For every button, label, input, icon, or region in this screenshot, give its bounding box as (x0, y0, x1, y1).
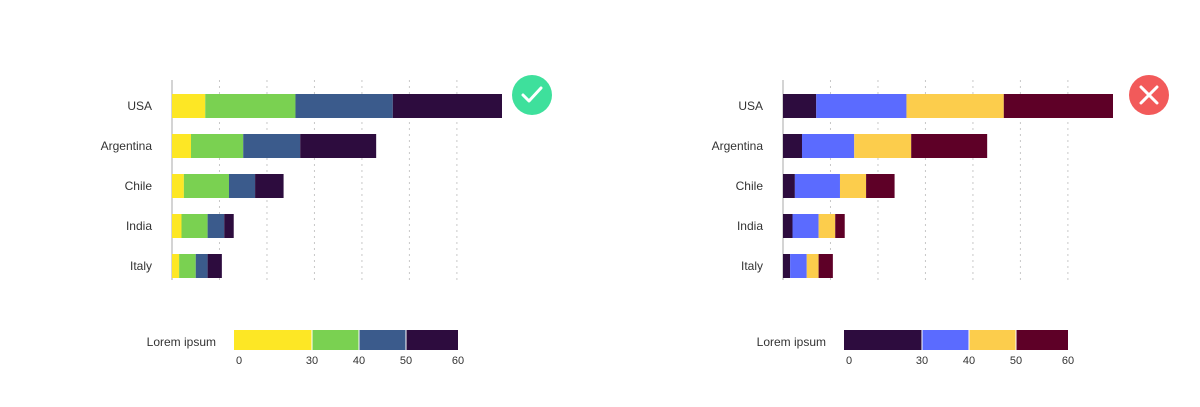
chart-panel-correct: USA Argentina Chile India Italy Lorem ipsum 0 3… (101, 75, 552, 367)
bar-segment (183, 174, 229, 198)
bar-segment (172, 214, 182, 238)
bar-segment (790, 254, 807, 278)
bar-segment (179, 254, 196, 278)
bar-segment (816, 94, 907, 118)
bar-segment (228, 174, 256, 198)
cross-icon (1129, 75, 1169, 115)
check-icon (512, 75, 552, 115)
legend-tick-label: 50 (400, 355, 412, 367)
legend-swatch (359, 330, 406, 350)
bar-segment (181, 214, 208, 238)
bar-segment (792, 214, 819, 238)
bar-segment (224, 214, 234, 238)
bar-segment (172, 94, 206, 118)
legend-tick-label: 60 (452, 355, 464, 367)
legend-tick-label: 0 (846, 355, 852, 367)
category-label: Argentina (712, 139, 764, 153)
bar-segment (818, 254, 833, 278)
bar-segment (1003, 94, 1113, 118)
legend-swatch (312, 330, 359, 350)
bar-segment (794, 174, 840, 198)
bar-segment (783, 134, 802, 158)
legend-tick-label: 40 (353, 355, 365, 367)
legend-title: Lorem ipsum (147, 335, 216, 349)
bar-segment (195, 254, 208, 278)
category-label: India (737, 219, 763, 233)
category-label: Argentina (101, 139, 153, 153)
bar-segment (911, 134, 988, 158)
bar-segment (255, 174, 284, 198)
category-label: USA (127, 99, 152, 113)
legend-title: Lorem ipsum (757, 335, 826, 349)
category-label: Chile (736, 179, 764, 193)
bar-segment (243, 134, 301, 158)
status-badge (512, 75, 552, 115)
category-label: Chile (125, 179, 153, 193)
bar-segment (854, 134, 912, 158)
bar-segment (205, 94, 296, 118)
bar-segment (783, 254, 791, 278)
bar-segment (300, 134, 377, 158)
category-label: USA (738, 99, 763, 113)
bar-segment (207, 214, 225, 238)
legend-tick-label: 50 (1010, 355, 1022, 367)
legend-swatch (406, 330, 458, 350)
legend-swatch (1016, 330, 1068, 350)
category-label: Italy (130, 259, 152, 273)
legend-tick-label: 0 (236, 355, 242, 367)
bar-segment (906, 94, 1004, 118)
bar-segment (783, 94, 817, 118)
bar-segment (172, 254, 180, 278)
legend-tick-label: 30 (306, 355, 318, 367)
category-label: India (126, 219, 152, 233)
bar-segment (783, 214, 793, 238)
check-mark (521, 86, 543, 103)
legend-swatch (234, 330, 312, 350)
legend-tick-label: 30 (916, 355, 928, 367)
bar-segment (783, 174, 795, 198)
cross-mark (1139, 85, 1159, 105)
bar-segment (172, 174, 184, 198)
bar-segment (190, 134, 244, 158)
bar-segment (866, 174, 895, 198)
bar-segment (801, 134, 855, 158)
bar-segment (172, 134, 191, 158)
chart-panel-incorrect: USA Argentina Chile India Italy Lorem ipsum 0 3… (712, 75, 1169, 367)
legend-swatch (844, 330, 922, 350)
category-label: Italy (741, 259, 763, 273)
legend-tick-label: 60 (1062, 355, 1074, 367)
bar-segment (839, 174, 867, 198)
bar-segment (806, 254, 819, 278)
legend-swatch (969, 330, 1016, 350)
bar-segment (295, 94, 393, 118)
bar-segment (835, 214, 845, 238)
legend-swatch (922, 330, 969, 350)
bar-segment (207, 254, 222, 278)
legend-tick-label: 40 (963, 355, 975, 367)
bar-segment (392, 94, 502, 118)
bar-segment (818, 214, 836, 238)
